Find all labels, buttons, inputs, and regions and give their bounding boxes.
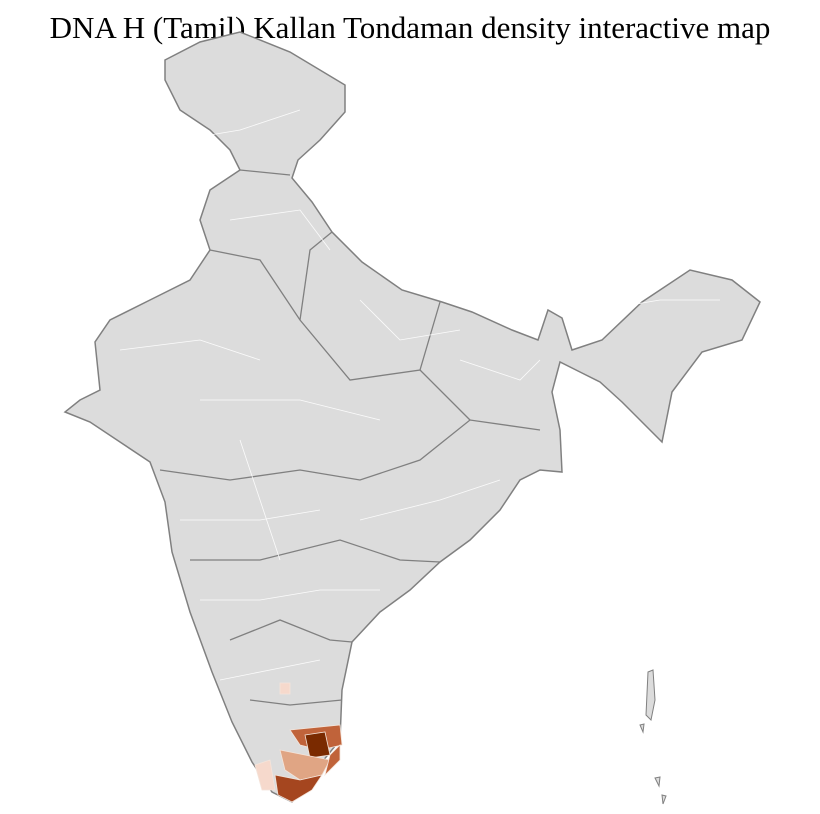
district-density-high <box>304 731 331 759</box>
india-outline[interactable] <box>63 31 761 803</box>
density-regions[interactable] <box>254 682 343 803</box>
district-density-mid <box>274 774 323 803</box>
district-density-low <box>279 682 291 695</box>
andaman-nicobar-islands[interactable] <box>639 669 667 805</box>
district-density-mid <box>324 744 341 777</box>
district-borders <box>119 109 720 681</box>
district-density-low <box>254 759 276 791</box>
state-borders <box>159 169 541 706</box>
map-title: DNA H (Tamil) Kallan Tondaman density in… <box>49 10 771 45</box>
